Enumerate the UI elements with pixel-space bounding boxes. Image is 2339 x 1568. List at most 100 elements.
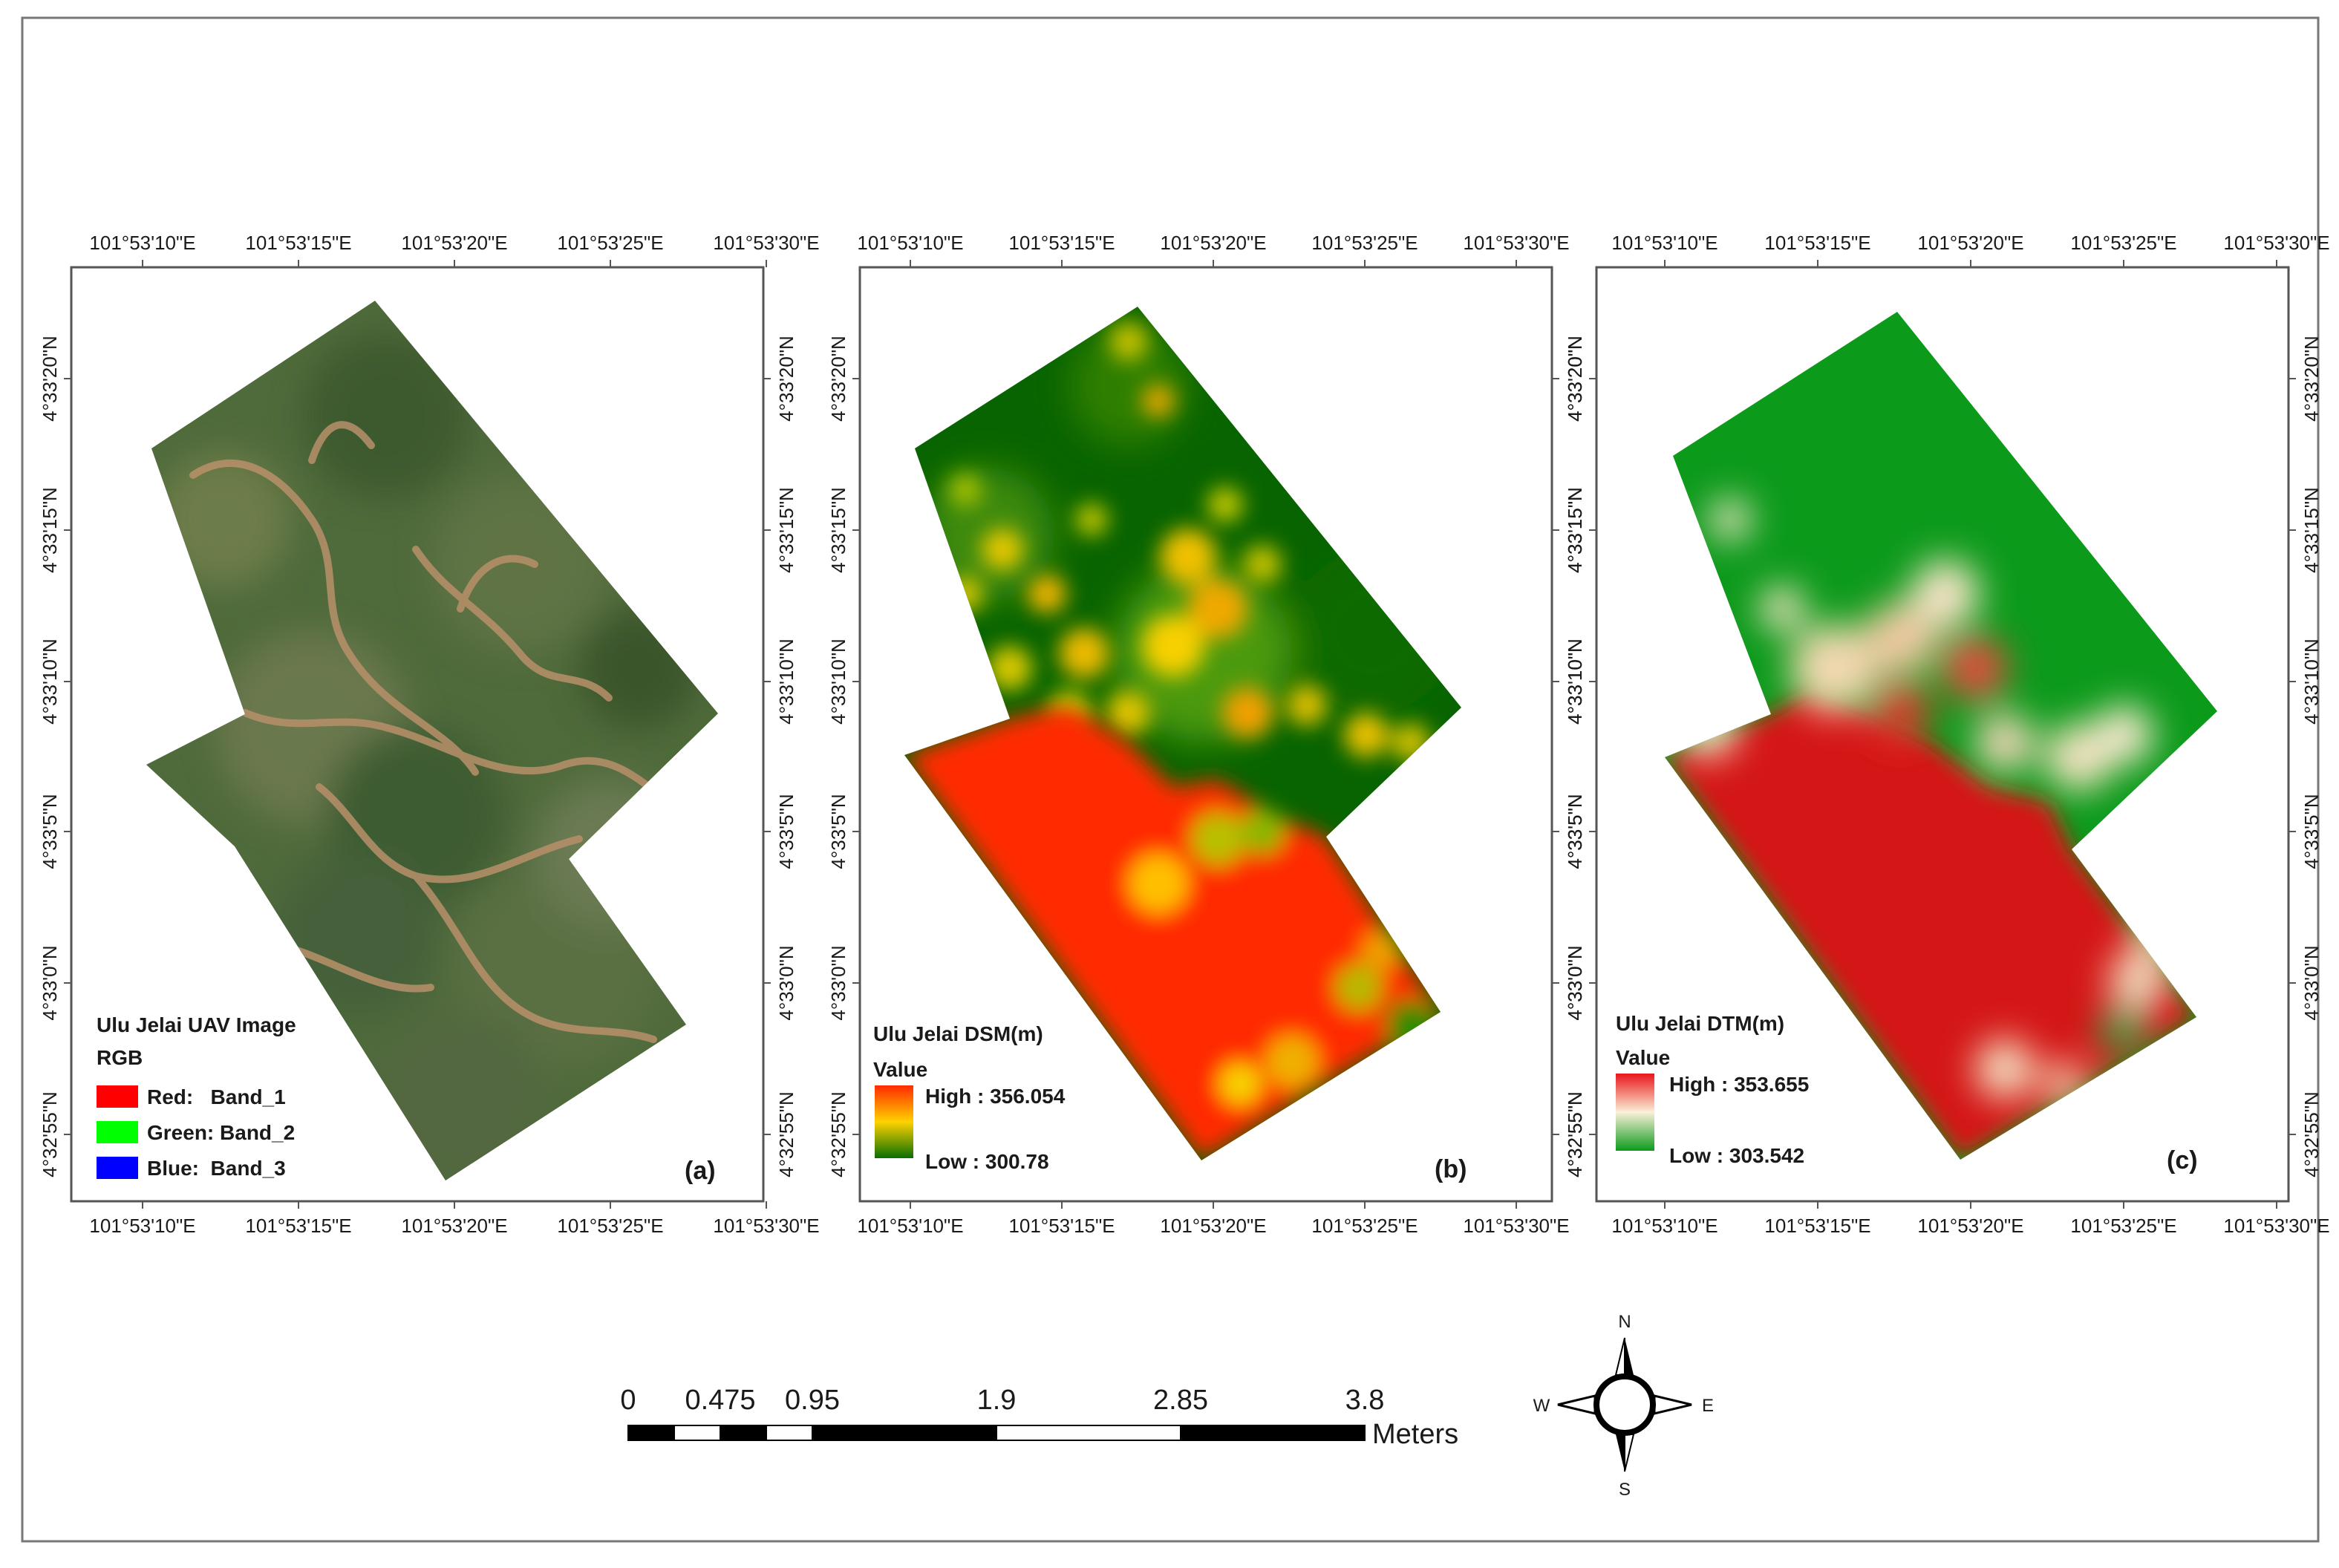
lat-label-left-b: 4°33'5"N [827,794,849,869]
lat-label-left-b: 4°33'20"N [827,336,849,422]
lat-label-left-b: 4°33'10"N [827,638,849,725]
graticule-labels: 101°53'10"E 101°53'10"E 101°53'15"E 101°53'… [39,232,2330,1237]
lon-label-top-c: 101°53'25"E [2070,232,2176,254]
legend-b-low: Low : 300.78 [925,1150,1049,1173]
legend-swatch-red [97,1085,138,1108]
lat-label-left-a: 4°33'0"N [39,945,61,1020]
scale-unit: Meters [1372,1419,1458,1450]
lat-label-left-c: 4°33'20"N [1564,336,1586,422]
lat-label-right-a: 4°33'15"N [775,487,797,573]
lon-label-top-c: 101°53'15"E [1764,232,1870,254]
lat-label-left-c: 4°33'15"N [1564,487,1586,573]
legend-swatch-blue [97,1157,138,1179]
lat-label-left-c: 4°32'55"N [1564,1091,1586,1177]
north-arrow-icon: N S W E [1533,1312,1714,1500]
lon-label-bottom-c: 101°53'20"E [1917,1215,2023,1237]
lon-label-top-a: 101°53'30"E [713,232,819,254]
panel-label-c: (c) [2167,1146,2198,1175]
lon-label-bottom-a: 101°53'20"E [401,1215,507,1237]
lat-label-left-a: 4°32'55"N [39,1091,61,1177]
lon-label-top-b: 101°53'30"E [1463,232,1569,254]
compass-n: N [1618,1312,1631,1332]
legend-c-title: Ulu Jelai DTM(m) [1616,1012,1784,1035]
lon-label-top-c: 101°53'10"E [1611,232,1717,254]
lat-label-right-a: 4°32'55"N [775,1091,797,1177]
scale-tick-0: 0 [620,1385,636,1416]
lat-label-right-c: 4°33'10"N [2300,638,2323,725]
scale-tick-1: 0.475 [685,1385,755,1416]
lon-label-bottom-a: 101°53'25"E [557,1215,663,1237]
lon-label-bottom-b: 101°53'10"E [857,1215,963,1237]
lon-label-top-b: 101°53'15"E [1008,232,1115,254]
lat-label-right-c: 4°33'20"N [2300,336,2323,422]
lat-label-right-c: 4°33'5"N [2300,794,2323,869]
lat-label-right-a: 4°33'0"N [775,945,797,1020]
lat-label-left-a: 4°33'15"N [39,487,61,573]
legend-b-value: Value [873,1058,927,1081]
scale-tick-3: 1.9 [977,1385,1017,1416]
compass-s: S [1619,1480,1631,1500]
dtm-color-ramp [1616,1074,1654,1151]
lon-label-top-a: 101°53'10"E [89,232,195,254]
lat-label-right-b: 4°33'5"N [1564,794,1586,869]
lon-label-top-a: 101°53'15"E [245,232,351,254]
legend-b-high: High : 356.054 [925,1085,1066,1108]
legend-b: Ulu Jelai DSM(m) Value High : 356.054 Lo… [873,1022,1467,1183]
scale-tick-2: 0.95 [785,1385,840,1416]
legend-item-red: Red: Band_1 [147,1085,286,1108]
lon-label-top-c: 101°53'20"E [1917,232,2023,254]
lat-label-left-a: 4°33'5"N [39,794,61,869]
legend-a-subtitle: RGB [97,1046,143,1069]
compass-e: E [1702,1396,1714,1416]
compass-w: W [1533,1396,1550,1416]
lon-label-top-b: 101°53'20"E [1160,232,1266,254]
lat-label-left-c: 4°33'10"N [1564,638,1586,725]
lat-label-left-c: 4°33'0"N [1564,945,1586,1020]
legend-c-high: High : 353.655 [1669,1073,1809,1096]
panel-label-a: (a) [685,1157,716,1185]
map-frame-b [858,266,1553,1203]
scale-tick-4: 2.85 [1153,1385,1208,1416]
lon-label-bottom-a: 101°53'30"E [713,1215,819,1237]
legend-item-green: Green: Band_2 [147,1121,295,1144]
lon-label-bottom-c: 101°53'10"E [1611,1215,1717,1237]
lon-label-bottom-b: 101°53'15"E [1008,1215,1115,1237]
dtm-raster [1665,312,2217,1160]
lon-label-bottom-c: 101°53'15"E [1764,1215,1870,1237]
lat-label-right-c: 4°32'55"N [2300,1091,2323,1177]
lon-label-top-c: 101°53'30"E [2223,232,2329,254]
lon-label-bottom-c: 101°53'30"E [2223,1215,2329,1237]
map-frame-a [70,266,765,1203]
scale-bar: 0 0.475 0.95 1.9 2.85 3.8 Meters [620,1385,1458,1450]
lat-label-left-b: 4°33'0"N [827,945,849,1020]
legend-a: Ulu Jelai UAV Image RGB Red: Band_1 Gree… [97,1013,716,1185]
lat-label-right-c: 4°33'15"N [2300,487,2323,573]
lon-label-top-b: 101°53'10"E [857,232,963,254]
scale-tick-5: 3.8 [1345,1385,1385,1416]
lon-label-top-b: 101°53'25"E [1311,232,1418,254]
lat-label-left-a: 4°33'10"N [39,638,61,725]
uav-image [146,301,718,1180]
lat-label-left-c: 4°33'5"N [1564,794,1586,869]
lon-label-top-a: 101°53'20"E [401,232,507,254]
lon-label-bottom-b: 101°53'20"E [1160,1215,1266,1237]
lat-label-right-a: 4°33'20"N [775,336,797,422]
lon-label-bottom-b: 101°53'25"E [1311,1215,1418,1237]
lat-label-left-a: 4°33'20"N [39,336,61,422]
lat-label-right-b: 4°32'55"N [1564,1091,1586,1177]
legend-a-title: Ulu Jelai UAV Image [97,1013,296,1036]
figure-frame [21,16,2320,1543]
legend-c-value: Value [1616,1046,1670,1069]
legend-c-low: Low : 303.542 [1669,1144,1804,1167]
lon-label-bottom-a: 101°53'15"E [245,1215,351,1237]
lat-label-left-b: 4°32'55"N [827,1091,849,1177]
lat-label-right-b: 4°33'15"N [1564,487,1586,573]
lat-label-right-b: 4°33'20"N [1564,336,1586,422]
dsm-raster [904,307,1461,1160]
lat-label-right-b: 4°33'0"N [1564,945,1586,1020]
legend-swatch-green [97,1121,138,1143]
lat-label-right-a: 4°33'5"N [775,794,797,869]
legend-item-blue: Blue: Band_3 [147,1157,286,1180]
lon-label-bottom-b: 101°53'30"E [1463,1215,1569,1237]
